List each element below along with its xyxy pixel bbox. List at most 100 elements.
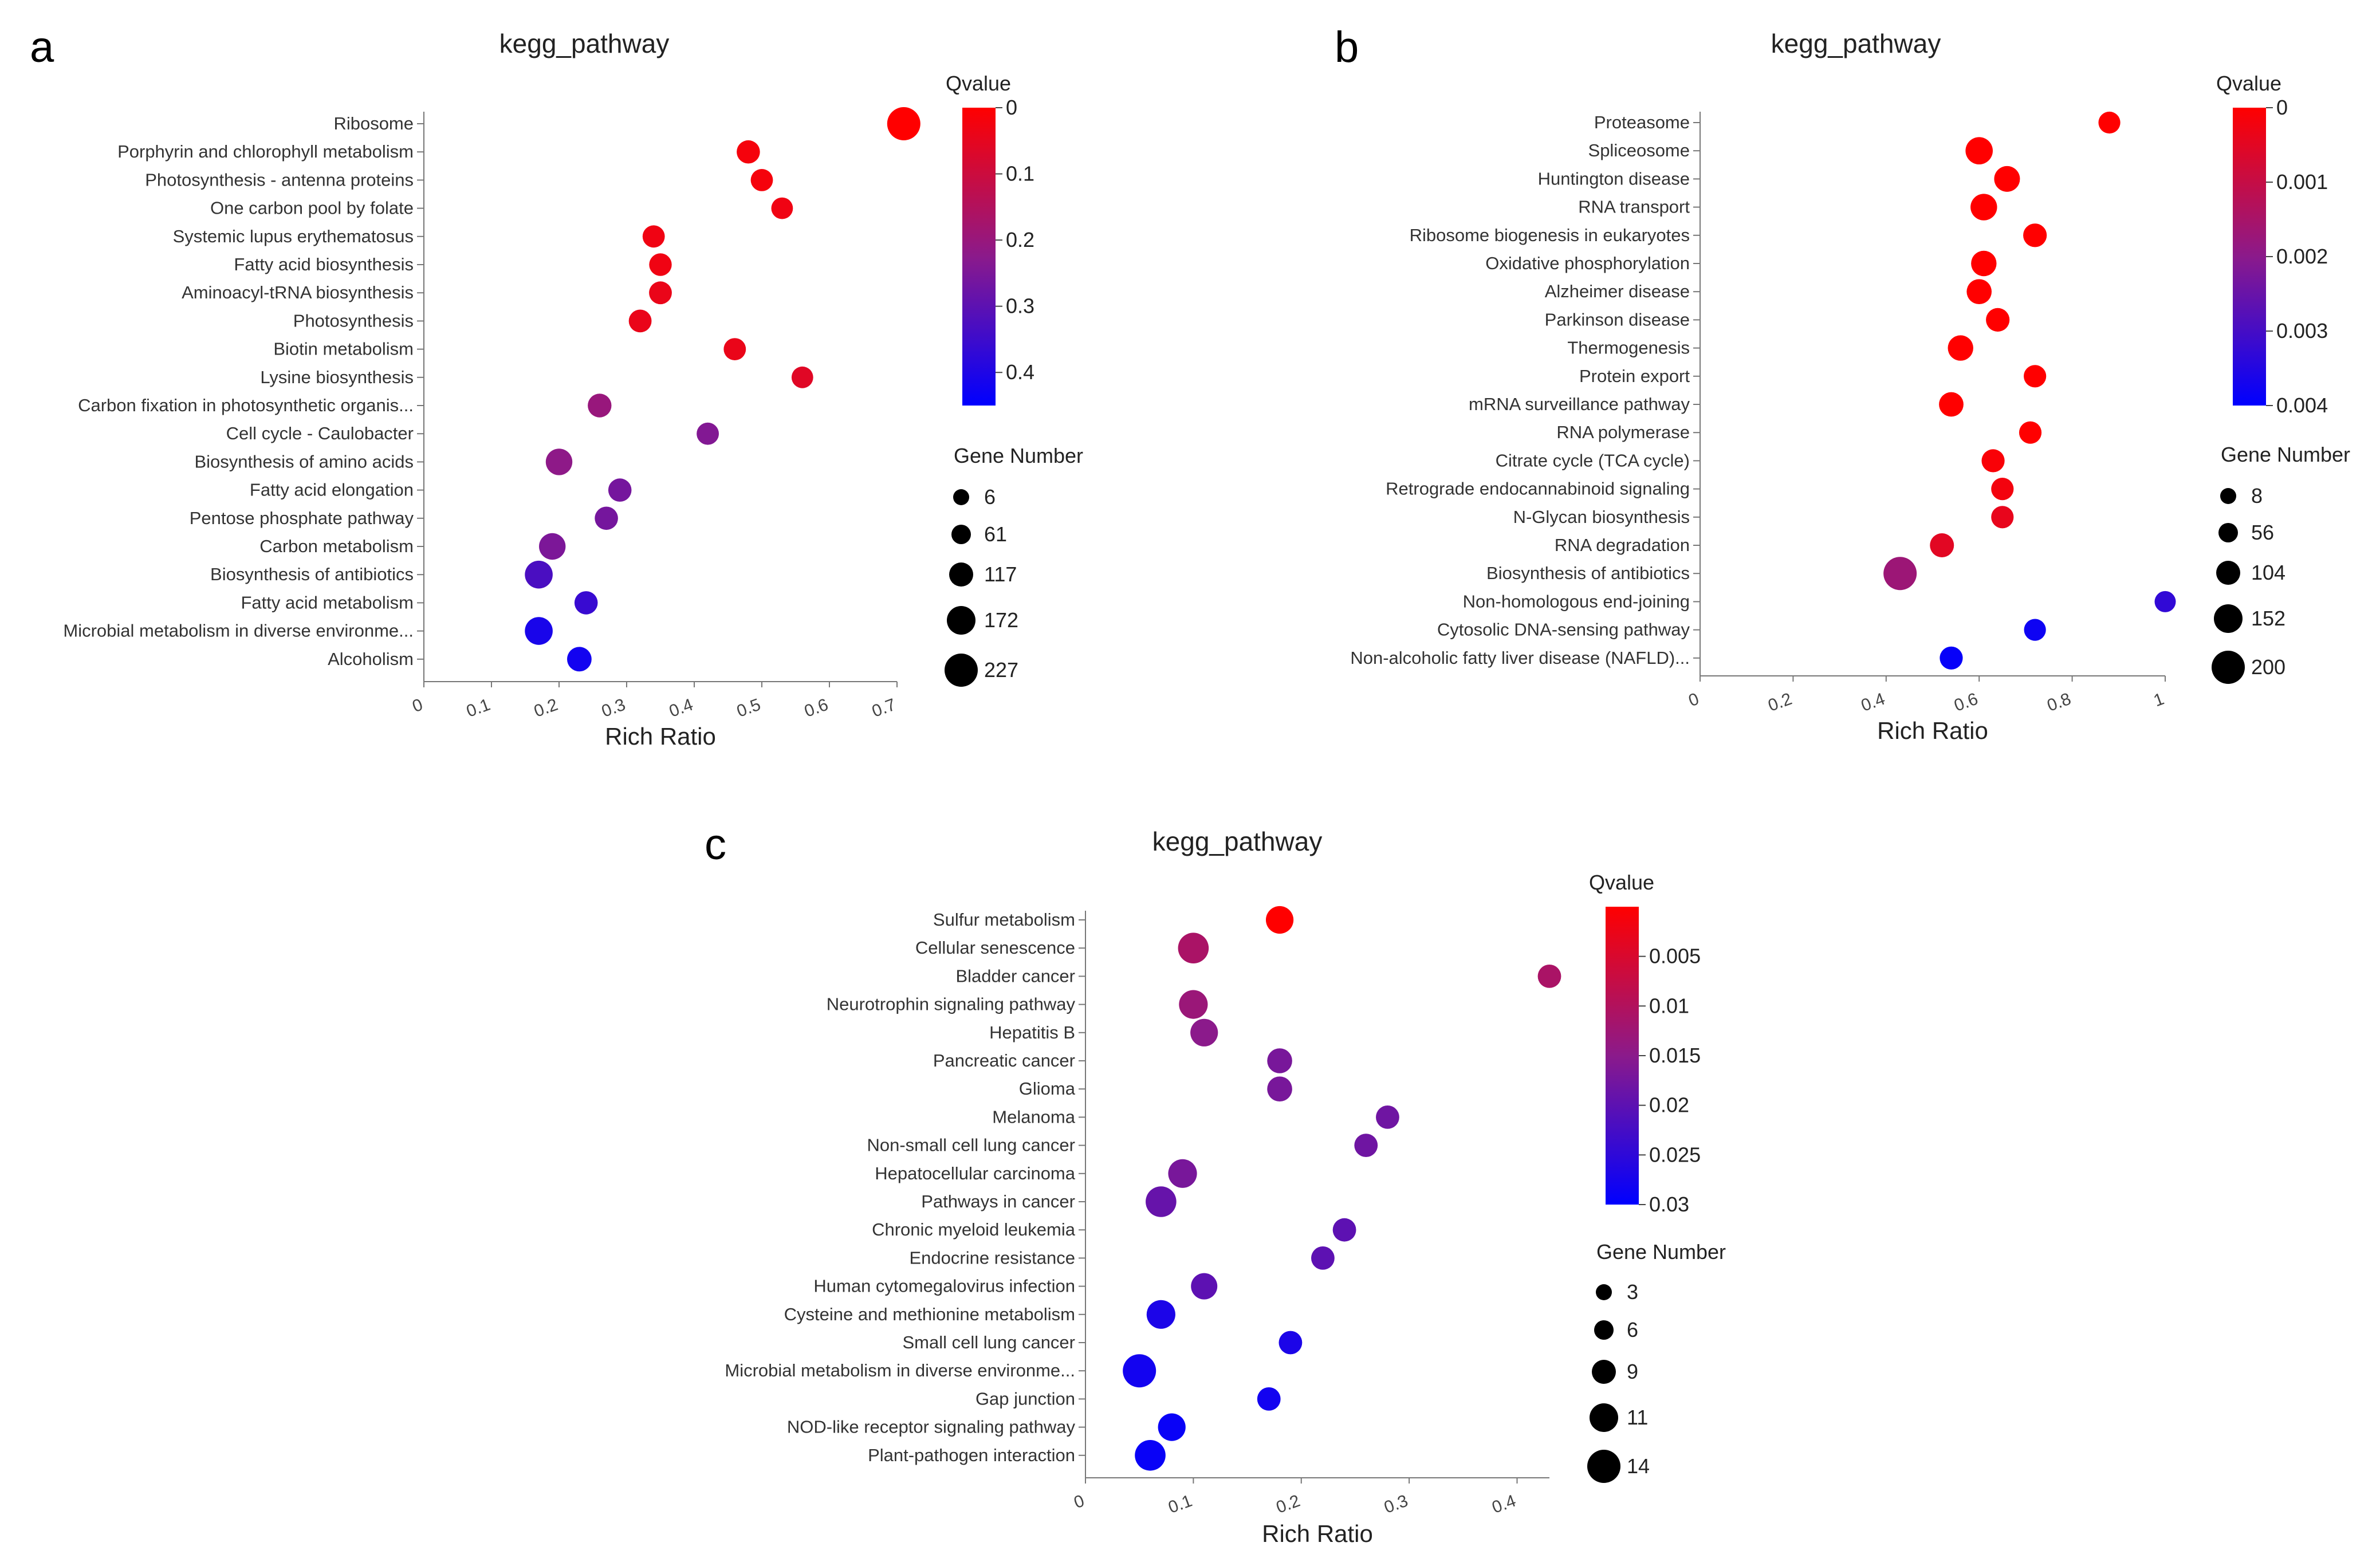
category-label: Protein export	[1579, 366, 1690, 386]
size-legend-title: Gene Number	[2221, 443, 2350, 466]
chart-title: kegg_pathway	[1152, 827, 1323, 856]
x-axis-label: Rich Ratio	[605, 723, 716, 750]
size-legend-label: 9	[1627, 1360, 1638, 1383]
colorbar-title: Qvalue	[1589, 871, 1654, 894]
category-label: Biosynthesis of antibiotics	[1486, 563, 1690, 583]
data-point	[723, 338, 746, 360]
data-point	[539, 533, 566, 560]
colorbar-tick-label: 0.4	[1006, 360, 1034, 384]
colorbar-tick-label: 0.015	[1649, 1044, 1701, 1067]
x-axis-label: Rich Ratio	[1262, 1520, 1373, 1547]
size-legend-label: 6	[984, 485, 996, 509]
data-point	[525, 617, 553, 645]
data-point	[1168, 1159, 1197, 1188]
category-label: Spliceosome	[1588, 140, 1690, 160]
colorbar-tick-label: 0.025	[1649, 1143, 1701, 1166]
size-legend-label: 117	[984, 562, 1017, 586]
colorbar-tick-label: 0.1	[1006, 162, 1034, 186]
colorbar-tick-label: 0.001	[2276, 170, 2328, 194]
colorbar	[2233, 108, 2266, 406]
x-tick-label: 0.6	[1952, 690, 1980, 715]
data-point	[791, 366, 813, 388]
size-legend-label: 227	[984, 658, 1018, 682]
size-legend-marker	[1596, 1284, 1612, 1300]
data-point	[1376, 1105, 1399, 1129]
colorbar-tick-label: 0.01	[1649, 994, 1689, 1017]
data-point	[1991, 506, 2014, 529]
category-label: RNA degradation	[1555, 535, 1690, 555]
data-point	[1986, 308, 2010, 332]
category-label: Lysine biosynthesis	[260, 367, 414, 387]
data-point	[1265, 906, 1294, 934]
category-label: Plant-pathogen interaction	[868, 1445, 1075, 1465]
data-point	[1190, 1018, 1218, 1046]
colorbar-tick-label: 0.002	[2276, 245, 2328, 268]
category-label: Aminoacyl-tRNA biosynthesis	[182, 282, 414, 302]
size-legend-marker	[947, 606, 975, 635]
panel-label: c	[705, 820, 726, 869]
x-tick-label: 1	[2151, 690, 2166, 711]
category-label: Alzheimer disease	[1545, 281, 1690, 301]
category-label: Ribosome	[333, 113, 414, 133]
category-label: Retrograde endocannabinoid signaling	[1386, 479, 1690, 499]
size-legend-marker	[2218, 523, 2238, 542]
data-point	[1940, 646, 1963, 670]
data-point	[2098, 111, 2121, 134]
category-label: Hepatocellular carcinoma	[875, 1163, 1076, 1183]
chart-panel-c: c kegg_pathway 0 0.1 0.2 0.3 0.4 Rich Ratio Sulf…	[705, 820, 1726, 1547]
x-tick-label: 0.8	[2045, 690, 2074, 715]
category-label: Fatty acid elongation	[250, 480, 414, 500]
data-point	[1965, 137, 1993, 164]
x-tick-label: 0.6	[802, 695, 831, 721]
category-label: Neurotrophin signaling pathway	[827, 994, 1076, 1014]
data-point	[2154, 591, 2176, 612]
size-legend-label: 104	[2251, 561, 2285, 584]
category-label: Glioma	[1019, 1079, 1076, 1099]
category-label: Non-alcoholic fatty liver disease (NAFLD…	[1350, 648, 1690, 668]
category-label: Cell cycle - Caulobacter	[226, 423, 414, 443]
category-label: Cellular senescence	[915, 938, 1075, 958]
colorbar-title: Qvalue	[2216, 72, 2281, 95]
x-tick-label: 0.3	[1382, 1492, 1410, 1517]
category-label: Small cell lung cancer	[902, 1332, 1075, 1352]
category-label: Alcoholism	[328, 649, 414, 669]
category-label: One carbon pool by folate	[210, 198, 414, 218]
size-legend-label: 200	[2251, 655, 2285, 679]
data-point	[1994, 166, 2020, 192]
category-label: Photosynthesis - antenna proteins	[145, 170, 414, 190]
data-point	[750, 169, 773, 191]
size-legend-marker	[2216, 561, 2240, 585]
category-label: Carbon metabolism	[259, 536, 414, 556]
size-legend-label: 3	[1627, 1280, 1638, 1304]
data-point	[2019, 421, 2042, 444]
colorbar-tick-label: 0	[1006, 96, 1017, 119]
data-point	[1267, 1076, 1292, 1101]
data-point	[2024, 365, 2047, 388]
size-legend-marker	[953, 489, 969, 505]
data-point	[642, 225, 665, 248]
category-label: Pentose phosphate pathway	[190, 508, 414, 528]
category-label: Pathways in cancer	[921, 1191, 1075, 1211]
colorbar-tick-label: 0.3	[1006, 294, 1034, 318]
category-label: Sulfur metabolism	[933, 910, 1075, 930]
colorbar-tick-label: 0.03	[1649, 1193, 1689, 1216]
colorbar-title: Qvalue	[946, 72, 1011, 95]
category-label: Proteasome	[1594, 112, 1690, 132]
size-legend-marker	[2212, 651, 2245, 684]
data-point	[1971, 250, 1997, 277]
category-label: NOD-like receptor signaling pathway	[787, 1417, 1076, 1437]
data-point	[697, 422, 719, 445]
size-legend-title: Gene Number	[1596, 1240, 1726, 1264]
x-tick-label: 0.2	[1765, 690, 1794, 715]
size-legend-label: 14	[1627, 1454, 1650, 1478]
size-legend-marker	[2214, 604, 2243, 633]
data-point	[737, 140, 760, 164]
category-label: Thermogenesis	[1567, 338, 1690, 358]
panel-label: b	[1335, 23, 1359, 72]
colorbar-tick-label: 0	[2276, 96, 2288, 119]
category-label: Cysteine and methionine metabolism	[784, 1304, 1075, 1324]
x-tick-label: 0.4	[667, 695, 695, 721]
x-tick-label: 0	[1686, 690, 1701, 711]
data-point	[1930, 533, 1954, 557]
